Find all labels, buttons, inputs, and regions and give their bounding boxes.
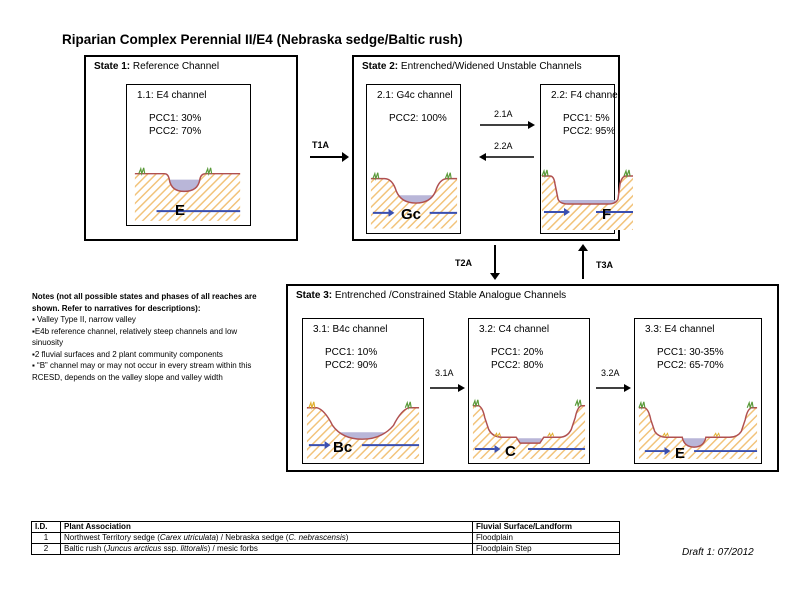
c-channel-illustration	[472, 398, 586, 459]
phase-2-2-title: 2.2: F4 channel	[551, 90, 620, 101]
channel-letter-gc: Gc	[401, 206, 422, 223]
pathway-2-2a-label: 2.2A	[494, 141, 513, 151]
channel-letter-e-3-3: E	[675, 445, 686, 462]
table-header-row: I.D. Plant Association Fluvial Surface/L…	[31, 521, 620, 533]
table-row: 2 Baltic rush (Juncus arcticus ssp. litt…	[31, 543, 620, 555]
header-fluvial-surface: Fluvial Surface/Landform	[472, 521, 620, 533]
pathway-3-2a-arrow	[596, 384, 631, 392]
phase-1-1-pcc2: PCC2: 70%	[149, 126, 202, 137]
row-id: 2	[31, 543, 61, 555]
phase-3-1-title: 3.1: B4c channel	[313, 324, 388, 335]
header-plant-association: Plant Association	[60, 521, 473, 533]
channel-letter-e: E	[175, 202, 186, 219]
pathway-3-2a-label: 3.2A	[601, 368, 620, 378]
phase-1-1-title: 1.1: E4 channel	[137, 90, 207, 101]
phase-2-1-pcc2: PCC2: 100%	[389, 113, 447, 124]
phase-2-2-pcc1: PCC1: 5%	[563, 113, 610, 124]
row-fluvial-surface: Floodplain	[472, 532, 620, 544]
note-item: ▪E4b reference channel, relatively steep…	[32, 326, 238, 348]
note-item: ▪2 fluvial surfaces and 2 plant communit…	[32, 349, 223, 359]
channel-letter-bc: Bc	[333, 439, 353, 456]
transition-t1a-label: T1A	[312, 140, 330, 150]
e-channel-3-3-illustration	[638, 400, 758, 459]
pathway-3-1a-arrow	[430, 384, 465, 392]
row-plant-association: Northwest Territory sedge (Carex utricul…	[60, 532, 473, 544]
transition-t2a-arrow	[490, 245, 500, 280]
channel-letter-c: C	[505, 443, 516, 460]
pathway-2-1a-arrow	[480, 121, 535, 129]
row-plant-association: Baltic rush (Juncus arcticus ssp. littor…	[60, 543, 473, 555]
phase-2-1-box: 2.1: G4c channel PCC2: 100% Gc	[366, 84, 461, 234]
diagram-title: Riparian Complex Perennial II/E4 (Nebras…	[62, 32, 463, 47]
phase-2-1-title: 2.1: G4c channel	[377, 90, 453, 101]
notes-panel: Notes (not all possible states and phase…	[32, 291, 270, 383]
phase-3-1-pcc2: PCC2: 90%	[325, 360, 378, 371]
phase-2-2-pcc2: PCC2: 95%	[563, 126, 616, 137]
header-id: I.D.	[31, 521, 61, 533]
phase-3-3-box: 3.3: E4 channel PCC1: 30-35% PCC2: 65-70…	[634, 318, 762, 464]
phase-3-2-title: 3.2: C4 channel	[479, 324, 550, 335]
phase-1-1-pcc1: PCC1: 30%	[149, 113, 202, 124]
phase-3-1-pcc1: PCC1: 10%	[325, 347, 378, 358]
phase-3-3-title: 3.3: E4 channel	[645, 324, 715, 335]
row-fluvial-surface: Floodplain Step	[472, 543, 620, 555]
transition-t2a-label: T2A	[455, 258, 473, 268]
gc-channel-illustration	[370, 171, 458, 229]
bc-channel-illustration	[306, 400, 420, 459]
plant-association-table: I.D. Plant Association Fluvial Surface/L…	[31, 521, 620, 555]
table-row: 1 Northwest Territory sedge (Carex utric…	[31, 532, 620, 544]
f-channel-illustration	[541, 168, 633, 230]
transition-t3a-label: T3A	[596, 260, 614, 270]
e-channel-illustration	[134, 166, 241, 221]
draft-label: Draft 1: 07/2012	[682, 547, 754, 558]
phase-3-2-pcc2: PCC2: 80%	[491, 360, 544, 371]
pathway-2-2a-arrow	[479, 153, 534, 161]
state-2-title: State 2: Entrenched/Widened Unstable Cha…	[362, 61, 582, 72]
phase-3-3-pcc1: PCC1: 30-35%	[657, 347, 724, 358]
state-3-title: State 3: Entrenched /Constrained Stable …	[296, 290, 567, 301]
pathway-2-1a-label: 2.1A	[494, 109, 513, 119]
phase-1-1-box: 1.1: E4 channel PCC1: 30% PCC2: 70% E	[126, 84, 251, 226]
transition-t3a-arrow	[578, 244, 588, 279]
phase-3-1-box: 3.1: B4c channel PCC1: 10% PCC2: 90% Bc	[302, 318, 424, 464]
phase-3-3-pcc2: PCC2: 65-70%	[657, 360, 724, 371]
phase-3-2-pcc1: PCC1: 20%	[491, 347, 544, 358]
note-item: ▪ Valley Type II, narrow valley	[32, 315, 136, 324]
state-2-box: State 2: Entrenched/Widened Unstable Cha…	[352, 55, 633, 241]
state-1-title: State 1: Reference Channel	[94, 61, 220, 72]
pathway-3-1a-label: 3.1A	[435, 368, 454, 378]
channel-letter-f: F	[602, 206, 612, 223]
phase-3-2-box: 3.2: C4 channel PCC1: 20% PCC2: 80% C	[468, 318, 590, 464]
state-3-box: State 3: Entrenched /Constrained Stable …	[286, 284, 779, 472]
notes-heading: Notes (not all possible states and phase…	[32, 292, 257, 313]
transition-t1a-arrow	[310, 152, 349, 162]
row-id: 1	[31, 532, 61, 544]
state-1-box: State 1: Reference Channel 1.1: E4 chann…	[84, 55, 298, 241]
note-item: ▪ “B” channel may or may not occur in ev…	[32, 361, 252, 382]
